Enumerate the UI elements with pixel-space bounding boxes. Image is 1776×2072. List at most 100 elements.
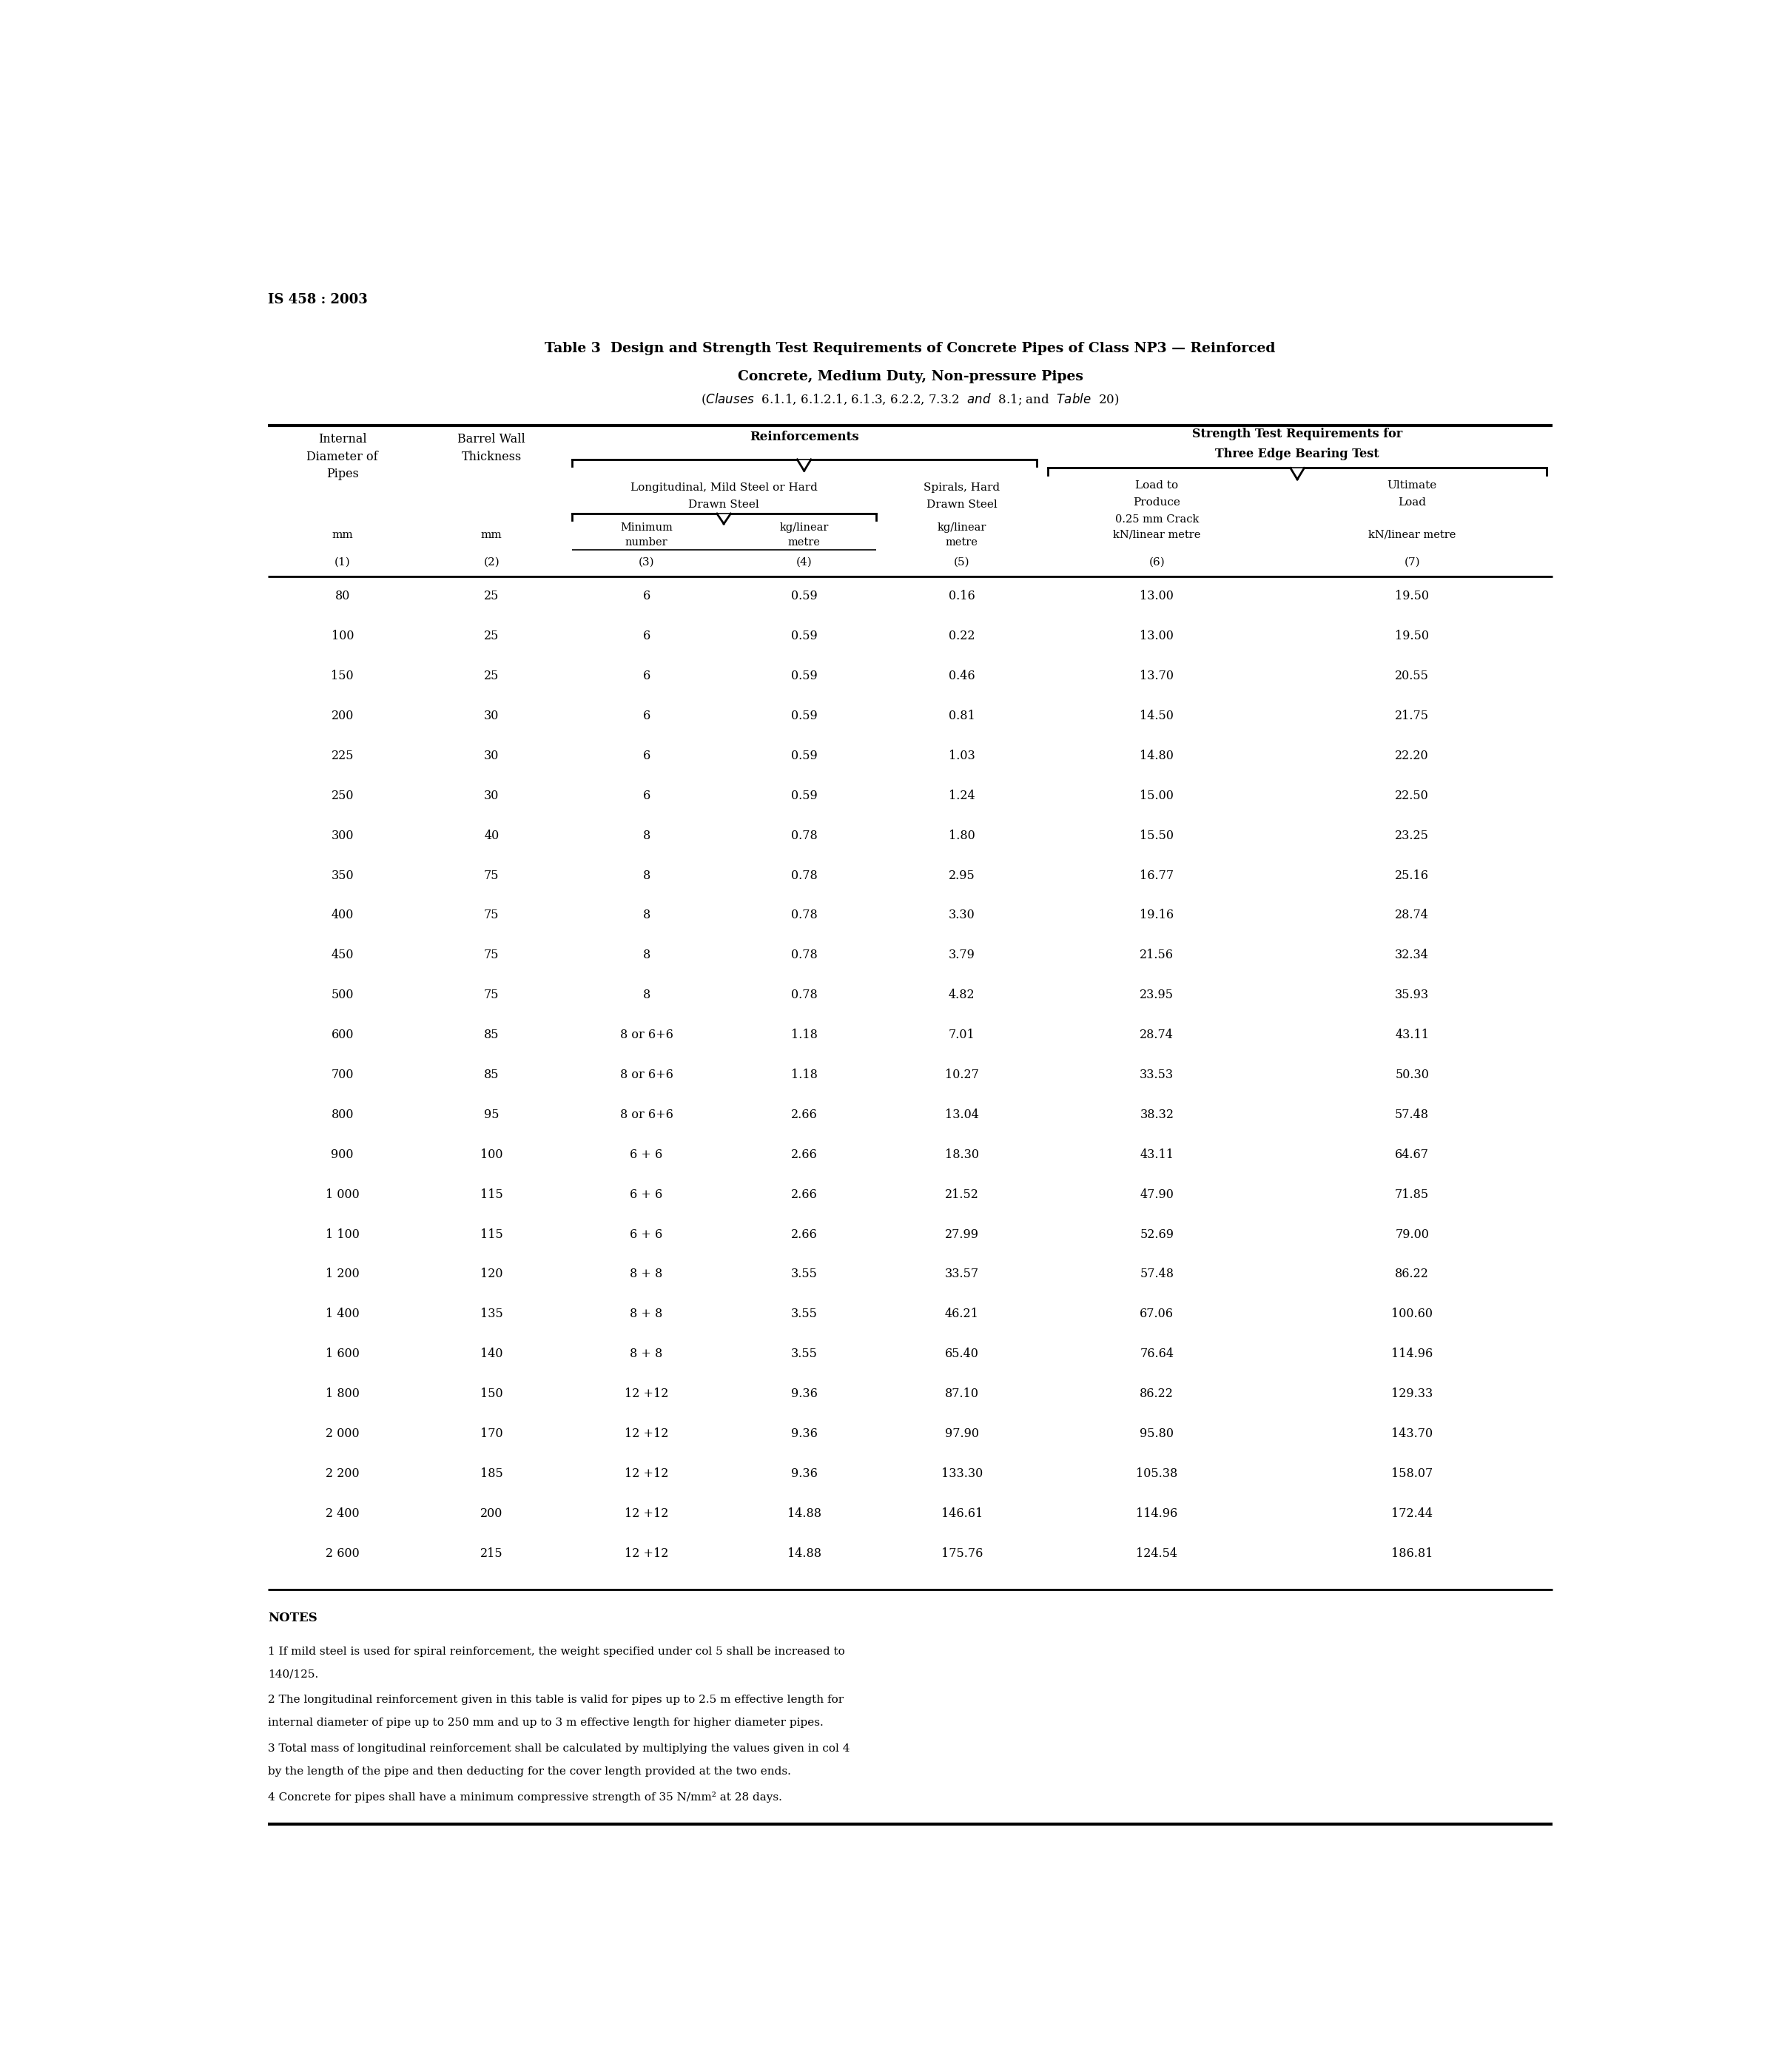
- Text: 22.50: 22.50: [1396, 789, 1430, 802]
- Text: 21.52: 21.52: [945, 1187, 979, 1202]
- Text: 120: 120: [480, 1268, 503, 1280]
- Text: NOTES: NOTES: [268, 1612, 318, 1624]
- Text: Thickness: Thickness: [462, 450, 522, 462]
- Text: 1 000: 1 000: [325, 1187, 359, 1202]
- Text: 1.18: 1.18: [790, 1069, 817, 1082]
- Text: 30: 30: [485, 750, 499, 762]
- Text: 225: 225: [330, 750, 353, 762]
- Text: 1 200: 1 200: [325, 1268, 359, 1280]
- Text: 75: 75: [483, 910, 499, 922]
- Text: 15.50: 15.50: [1140, 829, 1174, 841]
- Text: 140: 140: [480, 1347, 503, 1361]
- Text: 1 600: 1 600: [325, 1347, 359, 1361]
- Text: 28.74: 28.74: [1394, 910, 1430, 922]
- Text: 8: 8: [643, 910, 650, 922]
- Text: 13.00: 13.00: [1140, 591, 1174, 603]
- Text: 23.25: 23.25: [1394, 829, 1430, 841]
- Text: 35.93: 35.93: [1394, 988, 1430, 1001]
- Text: 9.36: 9.36: [790, 1428, 817, 1440]
- Text: Drawn Steel: Drawn Steel: [689, 499, 760, 510]
- Text: 0.59: 0.59: [790, 709, 817, 723]
- Text: metre: metre: [945, 537, 979, 547]
- Text: mm: mm: [481, 530, 503, 541]
- Text: 8: 8: [643, 988, 650, 1001]
- Text: 2.66: 2.66: [790, 1148, 817, 1160]
- Text: 2.95: 2.95: [948, 868, 975, 883]
- Text: (4): (4): [796, 557, 812, 568]
- Text: 0.81: 0.81: [948, 709, 975, 723]
- Text: 3.55: 3.55: [790, 1347, 817, 1361]
- Text: 8: 8: [643, 868, 650, 883]
- Text: 65.40: 65.40: [945, 1347, 979, 1361]
- Text: Internal: Internal: [318, 433, 366, 445]
- Text: (5): (5): [954, 557, 970, 568]
- Text: 25: 25: [485, 630, 499, 642]
- Text: 25: 25: [485, 591, 499, 603]
- Text: 100.60: 100.60: [1391, 1307, 1433, 1320]
- Text: 12 +12: 12 +12: [625, 1428, 668, 1440]
- Text: IS 458 : 2003: IS 458 : 2003: [268, 294, 368, 307]
- Text: (2): (2): [483, 557, 499, 568]
- Text: kg/linear: kg/linear: [938, 522, 986, 533]
- Text: 0.59: 0.59: [790, 789, 817, 802]
- Text: kN/linear metre: kN/linear metre: [1368, 530, 1456, 541]
- Text: 2.66: 2.66: [790, 1229, 817, 1241]
- Text: 114.96: 114.96: [1391, 1347, 1433, 1361]
- Text: 32.34: 32.34: [1394, 949, 1430, 961]
- Text: 158.07: 158.07: [1391, 1467, 1433, 1479]
- Text: 57.48: 57.48: [1394, 1109, 1430, 1121]
- Text: 1.80: 1.80: [948, 829, 975, 841]
- Text: 115: 115: [480, 1187, 503, 1202]
- Text: 0.78: 0.78: [790, 910, 817, 922]
- Text: Concrete, Medium Duty, Non-pressure Pipes: Concrete, Medium Duty, Non-pressure Pipe…: [737, 371, 1083, 383]
- Text: 97.90: 97.90: [945, 1428, 979, 1440]
- Text: 135: 135: [480, 1307, 503, 1320]
- Text: 40: 40: [485, 829, 499, 841]
- Text: 86.22: 86.22: [1140, 1388, 1174, 1401]
- Text: 8 or 6+6: 8 or 6+6: [620, 1109, 673, 1121]
- Text: (7): (7): [1405, 557, 1421, 568]
- Text: 33.53: 33.53: [1140, 1069, 1174, 1082]
- Text: 43.11: 43.11: [1140, 1148, 1174, 1160]
- Text: 0.78: 0.78: [790, 949, 817, 961]
- Text: 10.27: 10.27: [945, 1069, 979, 1082]
- Text: 16.77: 16.77: [1140, 868, 1174, 883]
- Text: 6 + 6: 6 + 6: [630, 1229, 662, 1241]
- Text: 0.59: 0.59: [790, 669, 817, 682]
- Text: 900: 900: [330, 1148, 353, 1160]
- Text: 1 400: 1 400: [325, 1307, 359, 1320]
- Text: 2 400: 2 400: [325, 1506, 359, 1521]
- Text: 0.78: 0.78: [790, 829, 817, 841]
- Text: 3.30: 3.30: [948, 910, 975, 922]
- Text: 0.59: 0.59: [790, 630, 817, 642]
- Text: (6): (6): [1149, 557, 1165, 568]
- Text: 150: 150: [480, 1388, 503, 1401]
- Text: 2 The longitudinal reinforcement given in this table is valid for pipes up to 2.: 2 The longitudinal reinforcement given i…: [268, 1695, 844, 1705]
- Text: 200: 200: [330, 709, 353, 723]
- Text: Load to: Load to: [1135, 481, 1177, 491]
- Text: 6: 6: [643, 630, 650, 642]
- Text: by the length of the pipe and then deducting for the cover length provided at th: by the length of the pipe and then deduc…: [268, 1765, 790, 1776]
- Text: 8 + 8: 8 + 8: [630, 1347, 662, 1361]
- Text: 185: 185: [480, 1467, 503, 1479]
- Text: internal diameter of pipe up to 250 mm and up to 3 m effective length for higher: internal diameter of pipe up to 250 mm a…: [268, 1718, 824, 1728]
- Text: 129.33: 129.33: [1391, 1388, 1433, 1401]
- Text: 0.22: 0.22: [948, 630, 975, 642]
- Text: 13.00: 13.00: [1140, 630, 1174, 642]
- Text: 85: 85: [483, 1069, 499, 1082]
- Text: 87.10: 87.10: [945, 1388, 979, 1401]
- Text: 200: 200: [480, 1506, 503, 1521]
- Text: 67.06: 67.06: [1140, 1307, 1174, 1320]
- Text: 350: 350: [330, 868, 353, 883]
- Text: 3.55: 3.55: [790, 1307, 817, 1320]
- Text: Minimum: Minimum: [620, 522, 673, 533]
- Text: 1 800: 1 800: [325, 1388, 359, 1401]
- Text: Ultimate: Ultimate: [1387, 481, 1437, 491]
- Text: 30: 30: [485, 789, 499, 802]
- Text: 19.50: 19.50: [1394, 591, 1430, 603]
- Text: Diameter of: Diameter of: [307, 450, 378, 462]
- Text: 86.22: 86.22: [1394, 1268, 1430, 1280]
- Text: Longitudinal, Mild Steel or Hard: Longitudinal, Mild Steel or Hard: [630, 483, 817, 493]
- Text: 400: 400: [330, 910, 353, 922]
- Text: 0.78: 0.78: [790, 988, 817, 1001]
